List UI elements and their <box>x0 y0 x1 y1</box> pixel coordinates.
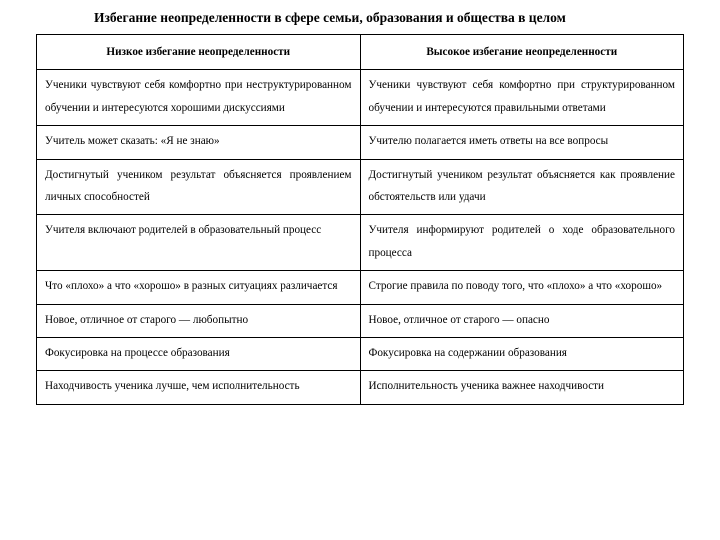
header-low: Низкое избегание неопределенности <box>37 35 361 70</box>
cell-high: Ученики чувствуют себя комфортно при стр… <box>360 70 684 126</box>
cell-low: Фокусировка на процессе образования <box>37 338 361 371</box>
cell-low: Что «плохо» а что «хорошо» в разных ситу… <box>37 271 361 304</box>
table-row: Учитель может сказать: «Я не знаю» Учите… <box>37 126 684 159</box>
table-row: Фокусировка на процессе образования Фоку… <box>37 338 684 371</box>
uncertainty-avoidance-table: Низкое избегание неопределенности Высоко… <box>36 34 684 405</box>
cell-low: Находчивость ученика лучше, чем исполнит… <box>37 371 361 404</box>
cell-high: Фокусировка на содержании образования <box>360 338 684 371</box>
cell-high: Новое, отличное от старого — опасно <box>360 304 684 337</box>
header-high: Высокое избегание неопределенности <box>360 35 684 70</box>
table-row: Достигнутый учеником результат объясняет… <box>37 159 684 215</box>
cell-low: Новое, отличное от старого — любопытно <box>37 304 361 337</box>
cell-high: Строгие правила по поводу того, что «пло… <box>360 271 684 304</box>
cell-high: Исполнительность ученика важнее находчив… <box>360 371 684 404</box>
cell-high: Учителю полагается иметь ответы на все в… <box>360 126 684 159</box>
table-row: Ученики чувствуют себя комфортно при нес… <box>37 70 684 126</box>
cell-low: Ученики чувствуют себя комфортно при нес… <box>37 70 361 126</box>
cell-high: Учителя информируют родителей о ходе обр… <box>360 215 684 271</box>
table-row: Учителя включают родителей в образовател… <box>37 215 684 271</box>
cell-low: Учителя включают родителей в образовател… <box>37 215 361 271</box>
table-row: Что «плохо» а что «хорошо» в разных ситу… <box>37 271 684 304</box>
table-header-row: Низкое избегание неопределенности Высоко… <box>37 35 684 70</box>
table-row: Новое, отличное от старого — любопытно Н… <box>37 304 684 337</box>
page-title: Избегание неопределенности в сфере семьи… <box>94 10 684 26</box>
table-row: Находчивость ученика лучше, чем исполнит… <box>37 371 684 404</box>
cell-high: Достигнутый учеником результат объясняет… <box>360 159 684 215</box>
cell-low: Учитель может сказать: «Я не знаю» <box>37 126 361 159</box>
cell-low: Достигнутый учеником результат объясняет… <box>37 159 361 215</box>
